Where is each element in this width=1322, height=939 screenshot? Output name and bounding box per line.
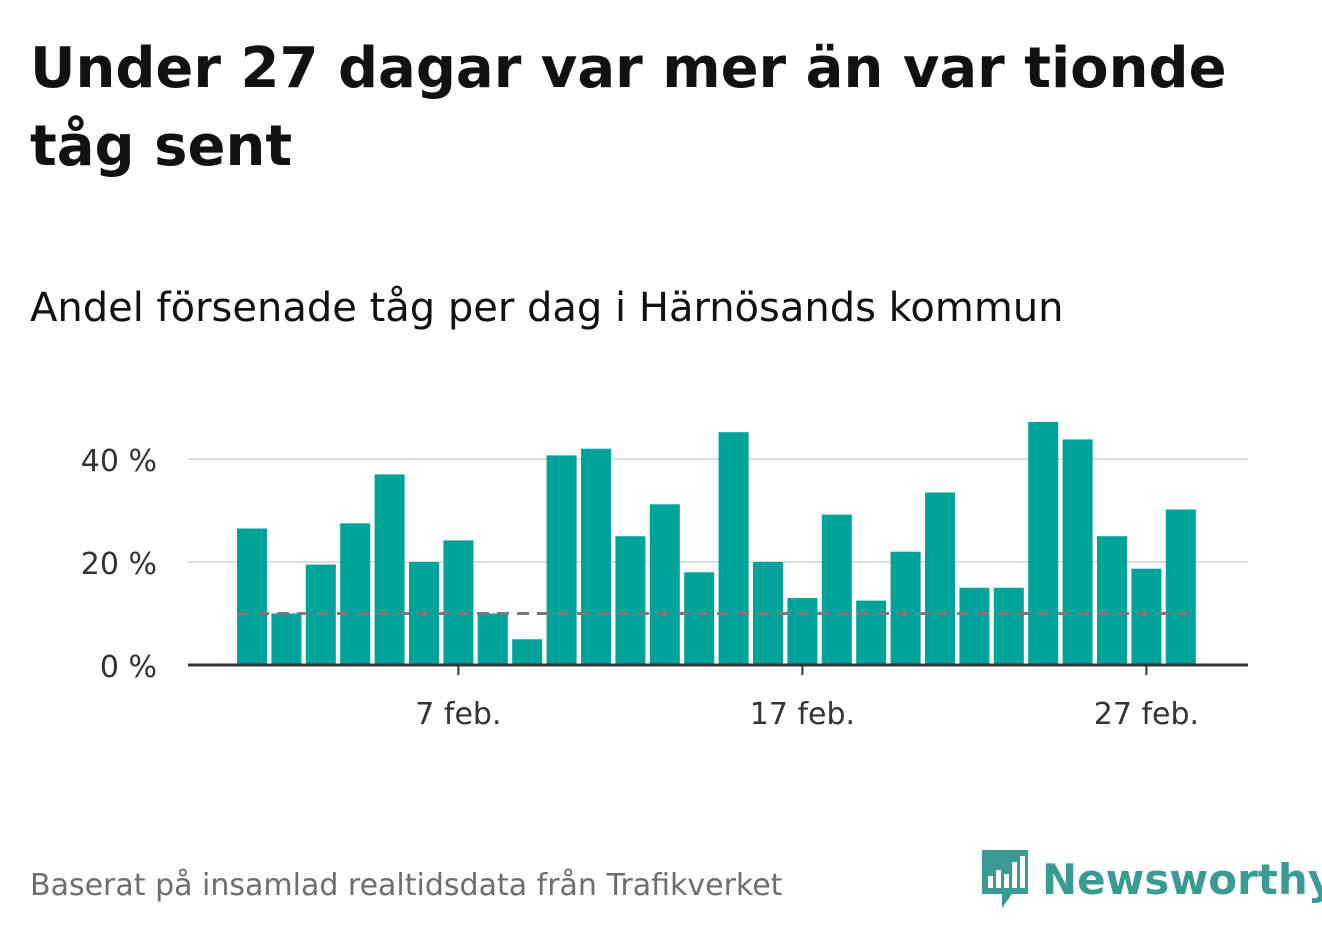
bar	[512, 639, 543, 665]
chart-subtitle: Andel försenade tåg per dag i Härnösands…	[30, 285, 1064, 331]
bar	[890, 551, 921, 665]
newsworthy-logo-icon	[982, 850, 1028, 908]
bar	[925, 492, 955, 665]
bar	[581, 448, 611, 665]
bar	[959, 587, 990, 665]
bar	[787, 598, 818, 665]
bar	[340, 523, 371, 665]
bar	[821, 514, 852, 665]
x-tick-label: 7 feb.	[415, 697, 501, 732]
bar	[1028, 421, 1059, 665]
bar	[1165, 509, 1196, 665]
bar	[443, 540, 474, 665]
bar	[1062, 439, 1093, 665]
bar	[615, 536, 646, 665]
bar	[1097, 536, 1127, 665]
bar	[237, 528, 267, 665]
chart-title: Under 27 dagar var mer än var tionde tåg…	[30, 36, 1227, 179]
bar	[718, 432, 749, 665]
bar	[271, 613, 302, 665]
x-tick-label: 27 feb.	[1094, 697, 1199, 732]
brand-logo: Newsworthy	[980, 848, 1322, 910]
bar	[374, 474, 405, 665]
bar-chart: 0 % 20 % 40 % 7 feb. 17 feb. 27 feb.	[81, 421, 1248, 732]
bar	[546, 455, 577, 665]
brand-name: Newsworthy	[1042, 854, 1322, 904]
y-tick-label: 40 %	[81, 444, 157, 479]
bar	[856, 600, 887, 665]
source-note: Baserat på insamlad realtidsdata från Tr…	[30, 868, 783, 903]
bar	[1131, 568, 1162, 665]
y-tick-label: 0 %	[100, 650, 157, 685]
bar	[993, 587, 1024, 665]
y-tick-label: 20 %	[81, 547, 157, 582]
bar	[477, 613, 508, 665]
bar	[649, 504, 680, 665]
x-tick-label: 17 feb.	[750, 697, 855, 732]
bar	[684, 572, 715, 665]
